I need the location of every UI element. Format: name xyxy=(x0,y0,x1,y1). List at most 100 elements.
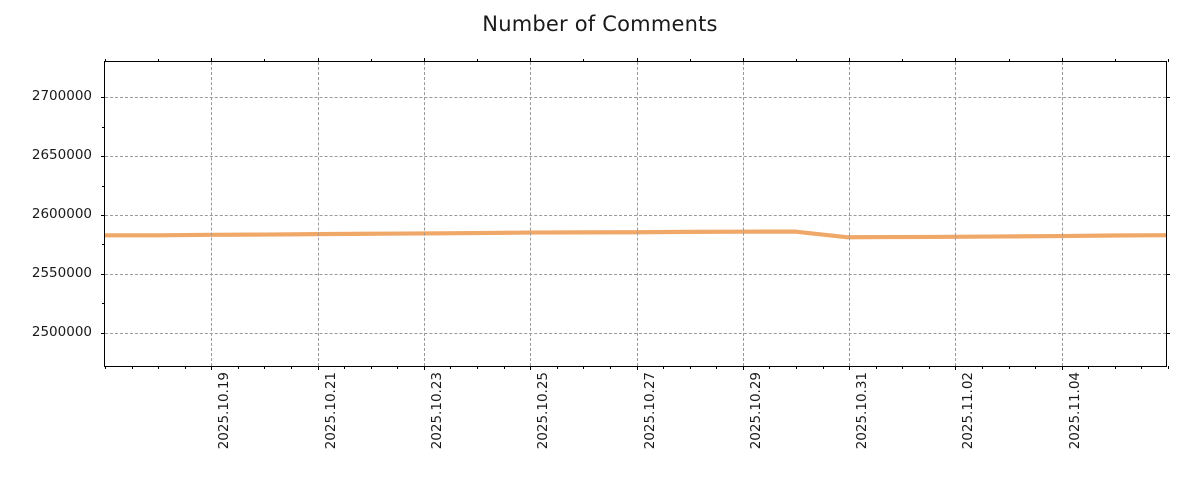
x-axis-minor-tick xyxy=(344,367,346,369)
x-axis-minor-tick xyxy=(1141,367,1143,369)
x-axis-minor-tick xyxy=(1114,366,1116,369)
y-gridline xyxy=(105,97,1166,99)
y-axis-tick-label: 2600000 xyxy=(31,206,92,222)
x-axis-tick-label: 2025.10.31 xyxy=(854,372,871,450)
x-axis-minor-tick xyxy=(477,366,479,369)
x-axis-minor-tick xyxy=(1035,367,1037,369)
x-axis-tick-top xyxy=(636,58,638,62)
x-axis-tick-label: 2025.10.23 xyxy=(428,372,445,450)
x-gridline xyxy=(849,62,851,366)
x-axis-minor-tick-top xyxy=(1168,59,1169,62)
x-axis-minor-tick-top xyxy=(689,59,691,62)
x-axis-minor-tick-top xyxy=(105,59,106,62)
x-axis-minor-tick xyxy=(1088,367,1090,369)
y-axis-tick-right xyxy=(1166,97,1170,99)
x-axis-tick-label: 2025.10.27 xyxy=(641,372,658,450)
x-axis-minor-tick xyxy=(370,366,372,369)
x-axis-tick xyxy=(317,366,319,370)
x-axis-tick xyxy=(423,366,425,370)
x-axis-tick-top xyxy=(530,58,532,62)
x-axis-tick-label: 2025.11.02 xyxy=(960,372,977,450)
y-axis-tick-label: 2500000 xyxy=(31,323,92,340)
x-axis-minor-tick xyxy=(184,367,186,369)
x-axis-minor-tick xyxy=(875,367,877,369)
y-axis-tick-right xyxy=(1166,332,1170,334)
data-series-layer xyxy=(105,229,1167,240)
x-axis-tick xyxy=(1061,366,1063,370)
plot-area xyxy=(101,58,1170,370)
y-axis-tick xyxy=(101,215,105,216)
x-axis-tick-top xyxy=(423,58,425,62)
x-axis-tick-label: 2025.10.19 xyxy=(216,372,233,450)
x-axis-minor-tick-top xyxy=(583,59,585,62)
x-axis-tick-top xyxy=(317,58,319,62)
x-axis-minor-tick xyxy=(397,367,399,369)
x-axis-minor-tick xyxy=(663,367,665,369)
x-axis-minor-tick xyxy=(556,367,558,369)
y-axis-tick xyxy=(101,97,105,99)
y-axis-minor-tick xyxy=(102,185,105,187)
x-axis-minor-tick xyxy=(981,367,983,369)
x-gridline xyxy=(1061,62,1063,366)
comments-line-series xyxy=(105,229,1167,240)
x-axis-minor-tick xyxy=(795,366,797,369)
x-axis-tick-label: 2025.10.21 xyxy=(322,372,339,450)
chart-title: Number of Comments xyxy=(482,12,718,36)
x-axis-minor-tick-top xyxy=(158,59,160,62)
y-axis-tick-label: 2700000 xyxy=(31,88,92,105)
y-axis-minor-tick xyxy=(102,303,105,305)
x-axis-minor-tick-top xyxy=(264,59,266,62)
x-axis-minor-tick-top xyxy=(795,59,797,62)
x-axis-minor-tick xyxy=(609,367,611,369)
x-gridline xyxy=(742,62,744,366)
x-axis-tick-label: 2025.10.29 xyxy=(747,372,764,450)
x-axis-tick-label: 2025.11.04 xyxy=(1066,372,1083,450)
x-axis-tick-label: 2025.10.25 xyxy=(535,372,552,450)
x-axis-minor-tick xyxy=(264,366,266,369)
y-axis-tick xyxy=(101,332,105,334)
x-gridline xyxy=(955,62,957,366)
x-axis-tick-top xyxy=(849,58,851,62)
x-axis-tick xyxy=(530,366,532,370)
y-gridline xyxy=(105,273,1166,275)
x-axis-tick xyxy=(211,366,213,370)
x-axis-minor-tick xyxy=(291,367,293,369)
y-axis-tick-label: 2650000 xyxy=(31,147,92,164)
y-axis-minor-tick xyxy=(102,126,105,128)
y-axis-minor-tick xyxy=(102,244,105,246)
x-axis-minor-tick xyxy=(689,366,691,369)
x-axis-minor-tick xyxy=(769,367,771,369)
x-axis-tick-top xyxy=(1061,58,1063,62)
x-axis-tick xyxy=(955,366,957,370)
x-axis-tick xyxy=(849,366,851,370)
x-axis-minor-tick xyxy=(105,366,106,369)
x-axis-minor-tick xyxy=(822,367,824,369)
y-axis-tick-right xyxy=(1166,273,1170,275)
x-axis-tick-top xyxy=(742,58,744,62)
x-axis-minor-tick xyxy=(1168,366,1169,369)
y-axis-tick-right xyxy=(1166,215,1170,216)
x-axis-minor-tick xyxy=(1008,366,1010,369)
x-axis-tick xyxy=(742,366,744,370)
x-axis-minor-tick-top xyxy=(370,59,372,62)
x-gridline xyxy=(211,62,213,366)
x-axis-tick-top xyxy=(955,58,957,62)
x-axis-minor-tick-top xyxy=(1114,59,1116,62)
y-axis-tick xyxy=(101,273,105,275)
x-gridline xyxy=(636,62,638,366)
x-axis-tick-top xyxy=(211,58,213,62)
y-gridline xyxy=(105,332,1166,334)
x-axis-minor-tick xyxy=(928,367,930,369)
x-axis-minor-tick xyxy=(131,367,133,369)
x-gridline xyxy=(317,62,319,366)
x-axis-minor-tick xyxy=(902,366,904,369)
x-axis-minor-tick xyxy=(716,367,718,369)
y-gridline xyxy=(105,215,1166,216)
x-axis-minor-tick xyxy=(583,366,585,369)
x-gridline xyxy=(530,62,532,366)
x-axis-minor-tick-top xyxy=(1008,59,1010,62)
x-axis-minor-tick xyxy=(158,366,160,369)
x-axis-minor-tick-top xyxy=(477,59,479,62)
y-axis-tick-label: 2550000 xyxy=(31,264,92,281)
